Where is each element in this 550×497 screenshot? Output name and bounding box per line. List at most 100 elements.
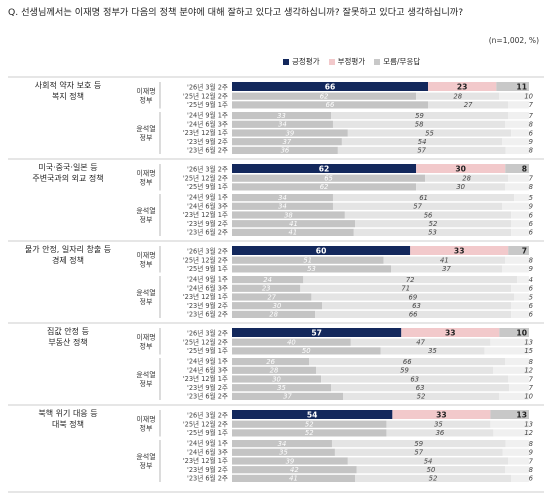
group-title: 부동산 정책 [48, 337, 87, 347]
value-label-positive: 30 [273, 302, 282, 310]
bar-negative [425, 174, 509, 182]
value-label-dontknow: 8 [529, 440, 534, 448]
legend-swatch-dontknow [374, 58, 381, 65]
value-label-positive: 37 [283, 138, 292, 146]
value-label-negative: 37 [442, 265, 451, 273]
bar-negative [428, 101, 509, 109]
value-label-positive: 35 [277, 384, 286, 392]
value-label-positive: 28 [270, 367, 279, 375]
bar-positive [232, 112, 331, 120]
value-label-dontknow: 6 [529, 311, 534, 319]
period-label: '24년 6월 3주 [187, 365, 228, 374]
bar-dontknow [505, 466, 529, 474]
bar-dontknow [505, 183, 529, 191]
value-label-positive: 30 [272, 375, 281, 383]
value-label-negative: 66 [403, 358, 412, 366]
bar-negative [341, 138, 503, 146]
bar-positive [232, 284, 301, 292]
value-label-negative: 36 [436, 429, 445, 437]
value-label-positive: 38 [284, 211, 293, 219]
question-text: Q. 선생님께서는 이재명 정부가 다음의 정책 분야에 대해 잘하고 있다고 … [8, 7, 464, 18]
value-label-dontknow: 8 [529, 358, 534, 366]
value-label-negative: 28 [453, 93, 462, 101]
bar-positive [232, 120, 333, 128]
bar-negative [344, 211, 512, 219]
bar-dontknow [490, 420, 529, 428]
bar-dontknow [514, 293, 529, 301]
group-title: 주변국과의 외교 정책 [32, 173, 103, 183]
period-label: '24년 6월 3주 [187, 283, 228, 292]
period-label: '25년 9월 1주 [187, 428, 228, 437]
bar-dontknow [511, 129, 529, 137]
bar-dontknow [499, 328, 529, 337]
period-label: '25년 9월 1주 [187, 182, 228, 191]
value-label-positive: 53 [307, 265, 316, 273]
group-title: 복지 정책 [52, 91, 84, 101]
bar-dontknow [490, 410, 529, 419]
bar-negative [315, 310, 512, 318]
bar-positive [232, 474, 355, 482]
value-label-dontknow: 6 [529, 285, 534, 293]
bar-negative [380, 347, 485, 355]
gov-label-old: 정부 [140, 215, 153, 224]
value-label-positive: 40 [287, 339, 296, 347]
bar-negative [410, 246, 509, 255]
bar-dontknow [511, 228, 529, 236]
bar-negative [332, 194, 515, 202]
value-label-negative: 54 [418, 138, 427, 146]
group-title: 사회적 약자 보호 등 [35, 80, 102, 90]
period-label: '23년 9월 2주 [187, 301, 228, 310]
value-label-positive: 41 [289, 229, 298, 237]
value-label-positive: 24 [263, 276, 272, 284]
value-label-dontknow: 10 [516, 329, 527, 338]
gov-label-old: 정부 [140, 461, 153, 470]
value-label-dontknow: 7 [529, 384, 534, 392]
bar-negative [347, 457, 509, 465]
value-label-positive: 65 [324, 175, 333, 183]
value-label-positive: 41 [289, 220, 298, 228]
bar-positive [232, 174, 426, 182]
legend-label-positive: 긍정평가 [292, 57, 320, 66]
value-label-negative: 61 [419, 194, 428, 202]
gov-label-old: 윤석열 [136, 288, 155, 297]
bar-positive [232, 347, 381, 355]
bar-dontknow [502, 138, 529, 146]
period-label: '25년 9월 1주 [187, 100, 228, 109]
bar-negative [416, 183, 506, 191]
period-label: '23년 6월 2주 [187, 392, 228, 401]
value-label-dontknow: 9 [529, 449, 533, 457]
value-label-negative: 71 [401, 285, 410, 293]
value-label-dontknow: 12 [524, 367, 533, 375]
period-label: '23년 6월 2주 [187, 474, 228, 483]
bar-negative [332, 120, 506, 128]
value-label-dontknow: 7 [529, 101, 534, 109]
value-label-negative: 28 [462, 175, 471, 183]
value-label-dontknow: 11 [516, 83, 527, 92]
gov-label-old: 윤석열 [136, 370, 155, 379]
value-label-positive: 66 [325, 83, 336, 92]
bar-dontknow [511, 310, 529, 318]
value-label-negative: 41 [440, 257, 449, 265]
value-label-negative: 59 [414, 440, 423, 448]
bar-negative [383, 256, 506, 264]
value-label-dontknow: 9 [529, 138, 533, 146]
bar-negative [350, 338, 491, 346]
bar-dontknow [508, 246, 529, 255]
unit-label: (n=1,002, %) [488, 36, 539, 45]
bar-positive [232, 194, 333, 202]
period-label: '25년 12월 2주 [183, 255, 228, 264]
value-label-positive: 50 [302, 347, 311, 355]
value-label-dontknow: 12 [524, 429, 533, 437]
value-label-negative: 63 [412, 302, 421, 310]
bar-positive [232, 256, 384, 264]
bar-negative [392, 410, 491, 419]
bar-dontknow [493, 429, 529, 437]
bar-negative [321, 375, 509, 383]
period-label: '26년 3월 2주 [187, 247, 228, 256]
bar-positive [232, 246, 411, 255]
value-label-dontknow: 8 [529, 121, 534, 129]
bar-negative [355, 474, 511, 482]
value-label-dontknow: 8 [529, 183, 534, 191]
group-title: 경제 정책 [52, 255, 84, 265]
value-label-dontknow: 6 [529, 220, 534, 228]
